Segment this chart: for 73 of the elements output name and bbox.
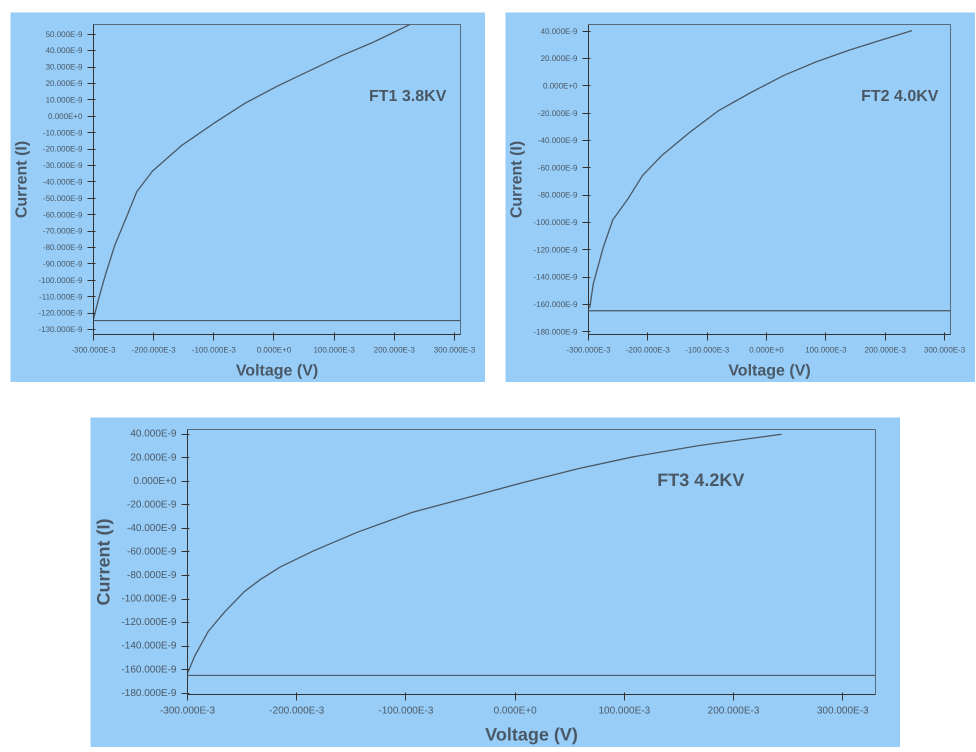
y-tick-label: -20.000E-9 [127,499,177,510]
y-tick-label: 40.000E-9 [540,26,578,36]
x-tick-label: 300.000E-3 [924,346,966,354]
y-tick-label: -70.000E-9 [42,226,84,236]
x-tick-label: 300.000E-3 [816,706,870,716]
x-tick-label: 100.000E-3 [313,346,356,354]
y-tick-label: -140.000E-9 [533,272,578,282]
y-tick-label: -50.000E-9 [42,194,84,203]
x-tick-label: -200.000E-3 [269,706,325,716]
y-tick-label: 20.000E-9 [130,452,177,464]
y-tick-label: -180.000E-9 [121,688,177,699]
y-tick-label: -10.000E-9 [42,128,84,138]
y-tick-label: -20.000E-9 [538,108,578,118]
y-tick-label: -80.000E-9 [42,243,84,252]
x-tick-label: -100.000E-3 [192,346,236,354]
y-tick-label: -110.000E-9 [39,292,84,302]
x-tick-label: 100.000E-3 [598,706,651,716]
y-tick-label: -20.000E-9 [42,144,84,154]
y-tick-label: 40.000E-9 [130,428,177,440]
x-tick-label: -200.000E-3 [132,346,176,354]
y-tick-label: 30.000E-9 [46,62,84,72]
x-axis-title: Voltage (V) [236,362,318,380]
y-tick-label: 10.000E-9 [46,95,84,104]
y-tick-label: -120.000E-9 [121,617,177,628]
x-tick-label: 200.000E-3 [708,706,760,716]
y-tick-label: -130.000E-9 [38,325,84,334]
y-tick-label: -100.000E-9 [533,218,578,228]
y-tick-label: 50.000E-9 [46,30,84,39]
y-tick-label: -80.000E-9 [538,190,578,200]
x-tick-label: -300.000E-3 [160,706,216,716]
annotation: FT2 4.0KV [861,88,939,106]
y-tick-label: -120.000E-9 [533,245,578,254]
y-tick-label: -160.000E-9 [121,664,177,676]
y-tick-label: -40.000E-9 [538,136,578,146]
y-tick-label: 40.000E-9 [46,46,84,56]
x-tick-label: -300.000E-3 [71,346,116,354]
x-tick-label: -200.000E-3 [626,346,670,354]
y-tick-label: -100.000E-9 [38,276,84,285]
x-tick-label: 0.000E+0 [749,346,784,354]
y-tick-label: -140.000E-9 [121,640,177,652]
annotation: FT3 4.2KV [657,470,744,490]
y-tick-label: -120.000E-9 [38,308,84,318]
x-tick-label: 200.000E-3 [864,346,906,354]
y-tick-label: 0.000E+0 [133,476,177,487]
y-tick-label: -40.000E-9 [42,177,84,186]
x-tick-label: 300.000E-3 [434,346,476,354]
y-tick-label: -60.000E-9 [538,163,578,172]
y-tick-label: -60.000E-9 [42,210,84,220]
y-tick-label: 20.000E-9 [46,79,84,88]
y-tick-label: -60.000E-9 [127,546,177,558]
annotation: FT1 3.8KV [369,88,447,106]
y-tick-label: -40.000E-9 [127,522,177,534]
x-tick-label: -300.000E-3 [566,346,612,354]
y-tick-label: 0.000E+0 [543,81,578,90]
x-tick-label: -100.000E-3 [685,346,730,354]
x-axis-title: Voltage (V) [485,724,578,744]
y-tick-label: -100.000E-9 [121,594,177,605]
y-tick-label: -90.000E-9 [42,259,84,268]
x-tick-label: 0.000E+0 [256,346,292,354]
y-axis-title: Current (I) [508,140,526,218]
y-tick-label: -80.000E-9 [127,570,177,582]
x-tick-label: -100.000E-3 [378,706,434,716]
y-tick-label: -180.000E-9 [533,327,578,336]
x-tick-label: 200.000E-3 [374,346,416,354]
y-tick-label: -30.000E-9 [42,161,84,170]
x-tick-label: 100.000E-3 [805,346,848,354]
y-axis-title: Current (I) [13,140,30,218]
y-axis-title: Current (I) [93,518,114,606]
x-axis-title: Voltage (V) [728,362,811,380]
y-tick-label: 0.000E+0 [48,112,84,121]
y-tick-label: 20.000E-9 [540,54,578,64]
y-tick-label: -160.000E-9 [533,300,578,309]
x-tick-label: 0.000E+0 [494,706,538,716]
